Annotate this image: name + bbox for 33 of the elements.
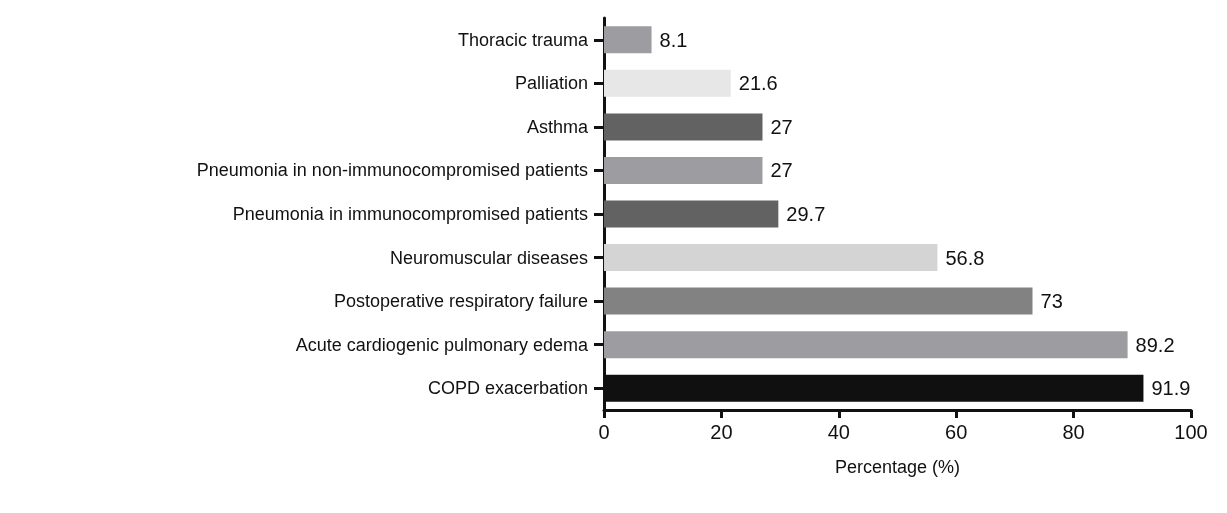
x-tick-label: 80: [1062, 421, 1085, 443]
data-label: 29.7: [786, 203, 826, 225]
data-label: 73: [1040, 290, 1063, 313]
x-tick-label: 100: [1174, 421, 1208, 443]
data-label: 27: [770, 159, 793, 182]
data-label: 89.2: [1135, 333, 1175, 356]
bar: [604, 156, 763, 184]
y-tick-label: Acute cardiogenic pulmonary edema: [295, 334, 589, 355]
bar: [604, 69, 731, 97]
data-label: 8.1: [659, 28, 688, 51]
y-tick-label: COPD exacerbation: [427, 378, 588, 399]
y-tick-label: Pneumonia in non-immunocompromised patients: [196, 160, 588, 181]
data-label: 21.6: [738, 72, 778, 95]
bar: [604, 200, 779, 228]
y-tick-label: Neuromuscular diseases: [389, 247, 588, 268]
y-tick-label: Palliation: [514, 73, 588, 94]
y-tick-label: Pneumonia in immunocompromised patients: [232, 204, 588, 224]
data-label: 56.8: [945, 246, 985, 269]
data-label: 27: [770, 115, 793, 138]
bar: [604, 287, 1033, 315]
bar: [604, 26, 652, 54]
data-label: 91.9: [1151, 377, 1191, 400]
x-tick-label: 20: [710, 421, 733, 443]
bar: [604, 113, 763, 141]
x-tick-label: 0: [598, 421, 610, 443]
x-axis-title: Percentage (%): [834, 457, 961, 477]
y-tick-label: Thoracic trauma: [457, 29, 589, 50]
x-tick-label: 60: [945, 421, 968, 443]
y-tick-label: Asthma: [526, 116, 589, 137]
bar: [604, 331, 1128, 359]
x-tick-label: 40: [827, 421, 850, 443]
bar: [604, 244, 938, 272]
y-tick-label: Postoperative respiratory failure: [333, 291, 588, 312]
